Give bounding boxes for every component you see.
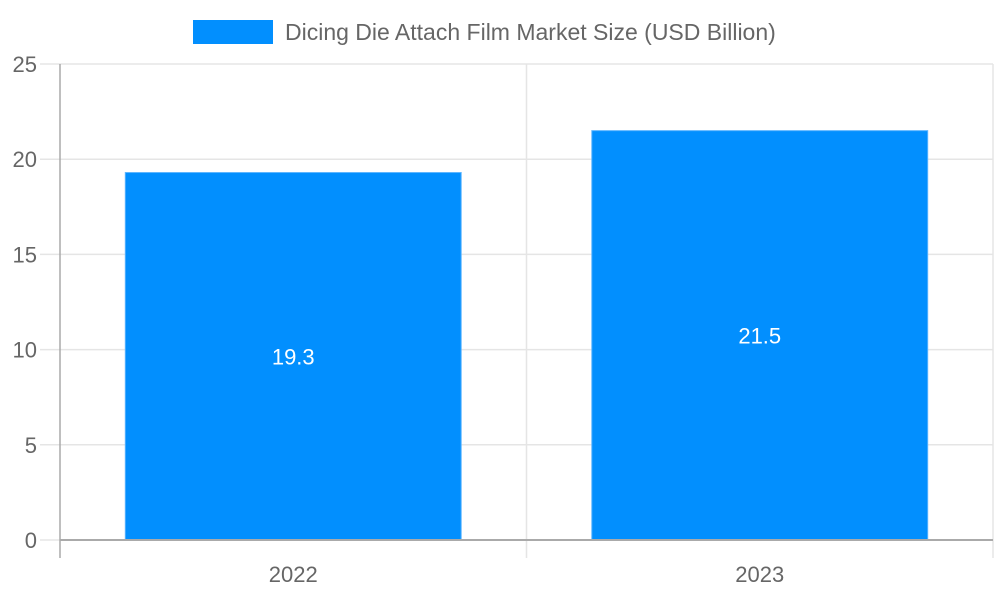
legend-swatch xyxy=(193,20,273,44)
legend-label: Dicing Die Attach Film Market Size (USD … xyxy=(285,19,776,45)
y-tick-label: 25 xyxy=(13,52,37,77)
bar-2023[interactable] xyxy=(591,130,929,541)
y-tick-label: 15 xyxy=(13,242,37,267)
bar-2022[interactable] xyxy=(124,172,462,541)
bars xyxy=(124,130,929,541)
bar-value-label: 19.3 xyxy=(272,344,315,369)
bar-value-labels: 19.3 21.5 xyxy=(272,323,781,369)
y-axis-tick-labels: 0 5 10 15 20 25 xyxy=(13,52,37,553)
y-tick-label: 0 xyxy=(25,528,37,553)
y-tick-label: 20 xyxy=(13,147,37,172)
axes xyxy=(59,64,993,558)
y-tick-label: 5 xyxy=(25,433,37,458)
y-tick-label: 10 xyxy=(13,338,37,363)
x-axis-tick-labels: 2022 2023 xyxy=(269,562,784,587)
legend[interactable]: Dicing Die Attach Film Market Size (USD … xyxy=(193,19,776,45)
x-tick-label: 2023 xyxy=(735,562,784,587)
x-tick-label: 2022 xyxy=(269,562,318,587)
bar-value-label: 21.5 xyxy=(738,323,781,348)
